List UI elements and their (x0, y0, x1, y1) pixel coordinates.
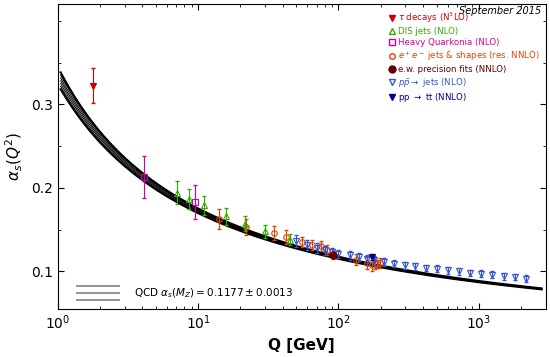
Legend: $\tau$ decays (N$^3$LO), DIS jets (NLO), Heavy Quarkonia (NLO), $e^+e^-$ jets & : $\tau$ decays (N$^3$LO), DIS jets (NLO),… (387, 9, 542, 106)
Text: September 2015: September 2015 (459, 6, 541, 16)
X-axis label: Q [GeV]: Q [GeV] (268, 338, 335, 353)
Text: QCD $\alpha_s(M_Z) = 0.1177 \pm 0.0013$: QCD $\alpha_s(M_Z) = 0.1177 \pm 0.0013$ (134, 286, 293, 300)
Y-axis label: $\alpha_s(Q^2)$: $\alpha_s(Q^2)$ (4, 132, 25, 181)
